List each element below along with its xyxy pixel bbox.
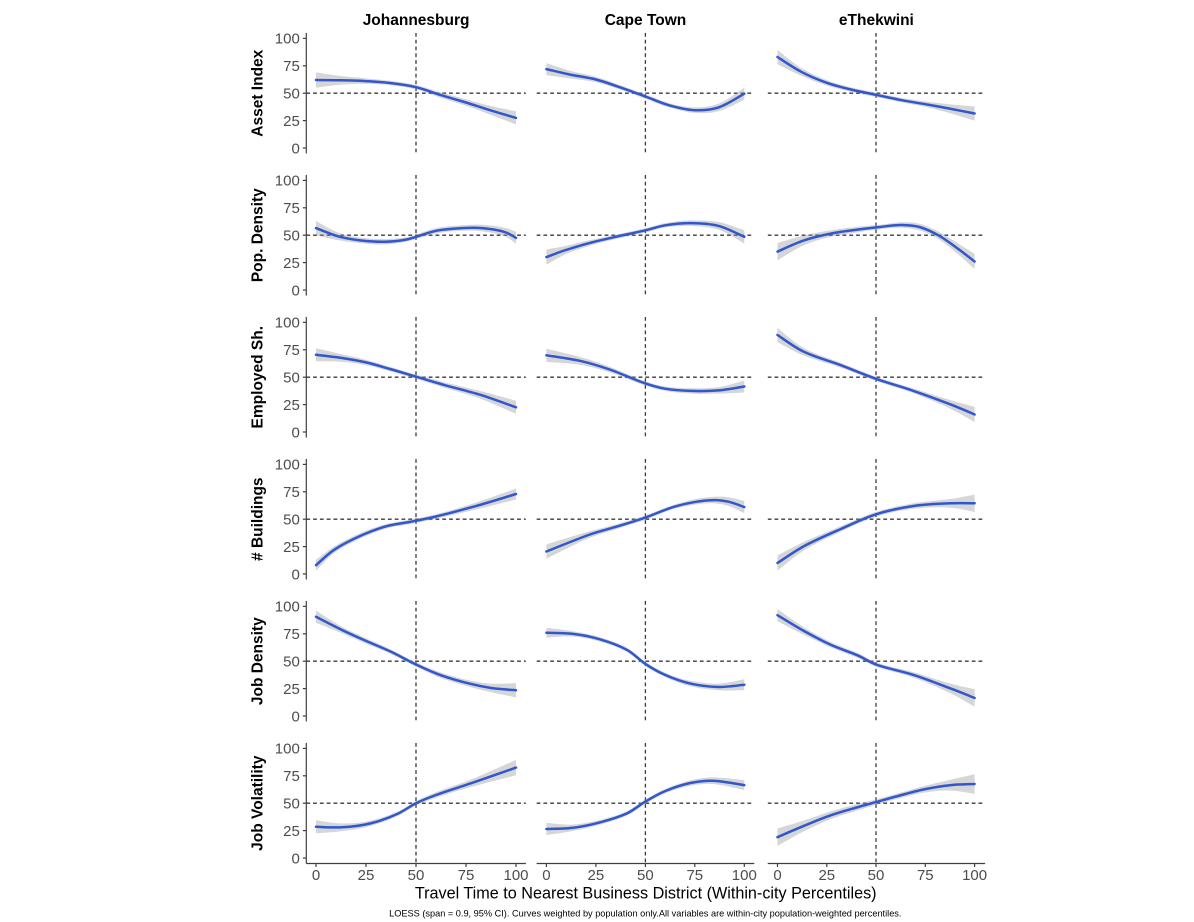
svg-text:50: 50 <box>283 512 300 529</box>
svg-text:75: 75 <box>283 484 300 501</box>
svg-text:25: 25 <box>283 397 300 414</box>
svg-text:75: 75 <box>283 58 300 75</box>
svg-text:eThekwini: eThekwini <box>839 12 914 29</box>
svg-text:0: 0 <box>312 867 320 884</box>
svg-text:50: 50 <box>283 796 300 813</box>
svg-text:Travel Time to Nearest Busines: Travel Time to Nearest Business District… <box>415 885 877 903</box>
svg-text:100: 100 <box>962 867 987 884</box>
svg-text:25: 25 <box>283 255 300 272</box>
svg-text:75: 75 <box>686 867 703 884</box>
svg-text:75: 75 <box>283 626 300 643</box>
svg-text:25: 25 <box>588 867 605 884</box>
svg-text:100: 100 <box>275 599 300 616</box>
svg-text:0: 0 <box>291 850 299 867</box>
svg-text:Job Density: Job Density <box>250 617 267 705</box>
svg-text:25: 25 <box>283 823 300 840</box>
svg-text:50: 50 <box>283 370 300 387</box>
svg-text:Asset Index: Asset Index <box>250 49 267 136</box>
svg-text:Job Volatility: Job Volatility <box>250 755 267 851</box>
svg-text:50: 50 <box>283 228 300 245</box>
svg-text:# Buildings: # Buildings <box>250 477 267 561</box>
svg-text:0: 0 <box>291 424 299 441</box>
svg-text:LOESS (span = 0.9, 95% CI). Cu: LOESS (span = 0.9, 95% CI). Curves weigh… <box>389 909 901 919</box>
svg-text:Employed Sh.: Employed Sh. <box>250 326 267 429</box>
svg-text:50: 50 <box>408 867 425 884</box>
svg-text:75: 75 <box>917 867 934 884</box>
svg-text:100: 100 <box>503 867 528 884</box>
svg-text:50: 50 <box>283 654 300 671</box>
svg-text:0: 0 <box>291 282 299 299</box>
svg-text:50: 50 <box>637 867 654 884</box>
svg-text:75: 75 <box>458 867 475 884</box>
svg-text:0: 0 <box>773 867 781 884</box>
svg-text:25: 25 <box>358 867 375 884</box>
svg-text:0: 0 <box>291 566 299 583</box>
svg-text:75: 75 <box>283 342 300 359</box>
svg-text:50: 50 <box>283 86 300 103</box>
svg-text:100: 100 <box>275 173 300 190</box>
svg-text:25: 25 <box>818 867 835 884</box>
svg-text:100: 100 <box>732 867 757 884</box>
svg-text:100: 100 <box>275 457 300 474</box>
svg-text:Johannesburg: Johannesburg <box>363 12 470 29</box>
svg-text:25: 25 <box>283 539 300 556</box>
svg-text:Pop. Density: Pop. Density <box>250 188 267 282</box>
svg-text:0: 0 <box>291 708 299 725</box>
svg-text:25: 25 <box>283 681 300 698</box>
svg-text:100: 100 <box>275 315 300 332</box>
svg-text:75: 75 <box>283 200 300 217</box>
svg-text:100: 100 <box>275 741 300 758</box>
svg-text:100: 100 <box>275 31 300 48</box>
svg-text:Cape Town: Cape Town <box>605 12 687 29</box>
svg-text:25: 25 <box>283 113 300 130</box>
svg-text:0: 0 <box>542 867 550 884</box>
svg-text:50: 50 <box>868 867 885 884</box>
svg-text:0: 0 <box>291 140 299 157</box>
svg-text:75: 75 <box>283 768 300 785</box>
